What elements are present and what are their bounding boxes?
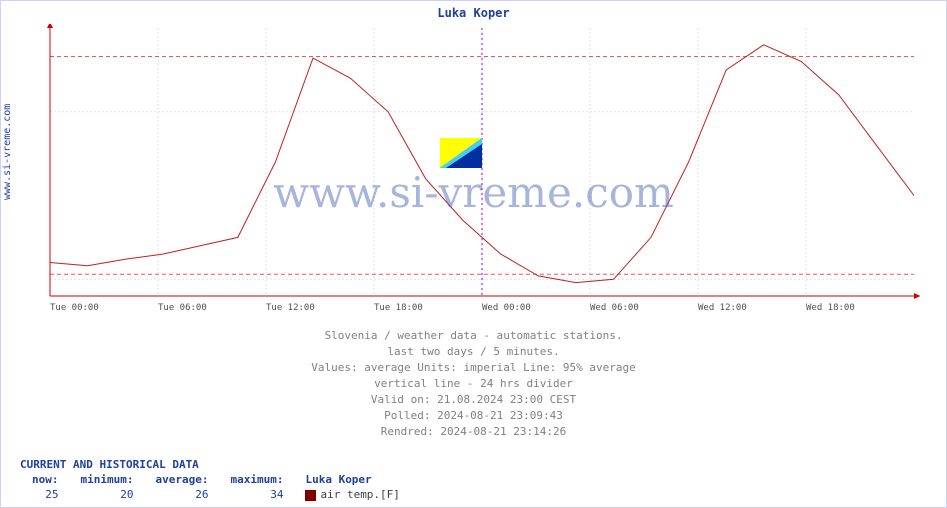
svg-text:Tue 06:00: Tue 06:00 (158, 303, 207, 313)
svg-text:Wed 06:00: Wed 06:00 (590, 303, 639, 313)
caption-line: Slovenia / weather data - automatic stat… (0, 328, 947, 344)
chart-title: Luka Koper (0, 6, 947, 20)
col-max: maximum: (220, 473, 293, 486)
caption-line: Polled: 2024-08-21 23:09:43 (0, 408, 947, 424)
svg-text:Tue 18:00: Tue 18:00 (374, 303, 423, 313)
caption-block: Slovenia / weather data - automatic stat… (0, 328, 947, 440)
legend-swatch-icon (305, 490, 316, 501)
table-title: CURRENT AND HISTORICAL DATA (20, 458, 412, 471)
caption-line: vertical line - 24 hrs divider (0, 376, 947, 392)
data-table: CURRENT AND HISTORICAL DATA now: minimum… (20, 458, 412, 503)
col-station: Luka Koper (295, 473, 409, 486)
svg-text:Wed 00:00: Wed 00:00 (482, 303, 531, 313)
table-header-row: now: minimum: average: maximum: Luka Kop… (22, 473, 410, 486)
val-avg: 26 (145, 488, 218, 501)
caption-line: last two days / 5 minutes. (0, 344, 947, 360)
col-avg: average: (145, 473, 218, 486)
svg-text:Wed 12:00: Wed 12:00 (698, 303, 747, 313)
caption-line: Values: average Units: imperial Line: 95… (0, 360, 947, 376)
val-min: 20 (71, 488, 144, 501)
caption-line: Valid on: 21.08.2024 23:00 CEST (0, 392, 947, 408)
legend-cell: air temp.[F] (295, 488, 409, 501)
val-max: 34 (220, 488, 293, 501)
svg-text:Tue 12:00: Tue 12:00 (266, 303, 315, 313)
val-now: 25 (22, 488, 69, 501)
caption-line: Rendred: 2024-08-21 23:14:26 (0, 424, 947, 440)
col-min: minimum: (71, 473, 144, 486)
chart-svg: 2030Tue 00:00Tue 06:00Tue 12:00Tue 18:00… (46, 24, 926, 314)
table-data-row: 25 20 26 34 air temp.[F] (22, 488, 410, 501)
svg-text:Wed 18:00: Wed 18:00 (806, 303, 855, 313)
series-label: air temp.[F] (320, 488, 399, 501)
svg-text:Tue 00:00: Tue 00:00 (50, 303, 99, 313)
chart-area: 2030Tue 00:00Tue 06:00Tue 12:00Tue 18:00… (46, 24, 926, 314)
col-now: now: (22, 473, 69, 486)
y-axis-link[interactable]: www.si-vreme.com (2, 104, 13, 200)
